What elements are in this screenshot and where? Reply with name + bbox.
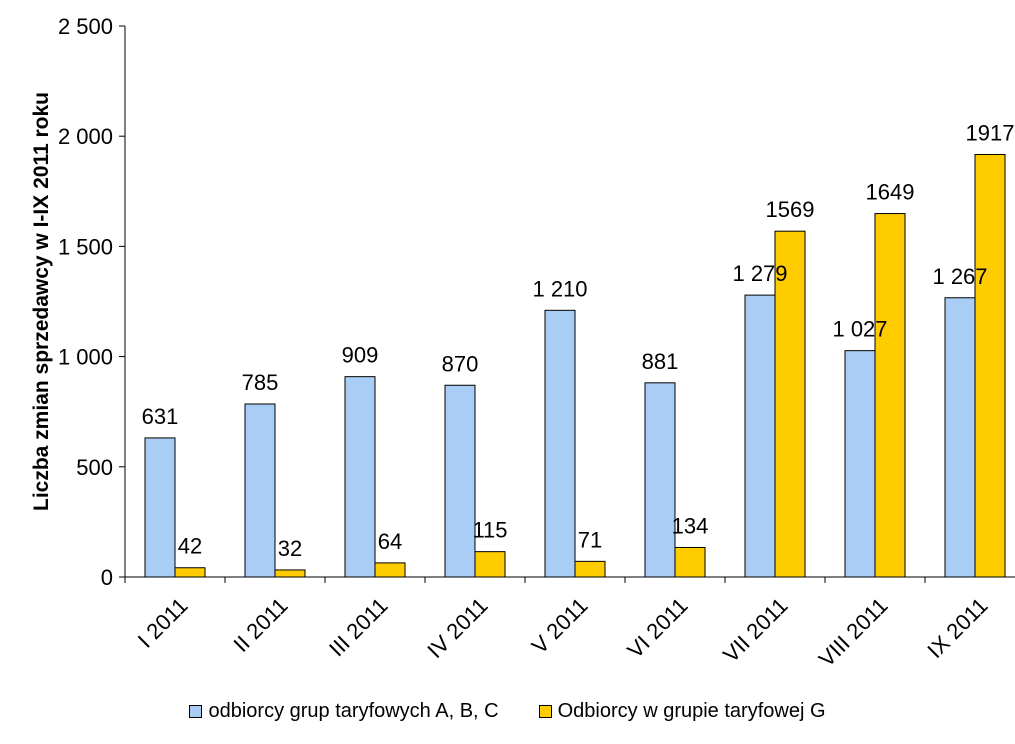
data-label-series-1: 1 210 [532,276,587,301]
bar-series-2 [374,562,406,578]
bar-series-2 [574,560,606,578]
data-label-series-1: 870 [442,351,479,376]
x-tick-label: II 2011 [228,593,292,657]
bar-series-1 [344,376,376,578]
x-tick-label: IX 2011 [922,593,992,663]
data-label-series-2: 115 [472,518,507,543]
bar-series-2 [874,213,906,578]
data-label-series-2: 32 [278,536,302,561]
data-label-series-2: 134 [672,513,709,538]
bar-series-2 [974,153,1006,578]
legend-item-series-1: odbiorcy grup taryfowych A, B, C [189,700,499,723]
x-tick-label: VI 2011 [622,593,692,663]
bar-series-1 [244,403,276,578]
legend-swatch-series-2 [538,705,552,718]
bar-series-1 [744,294,776,578]
legend-label-series-1: odbiorcy grup taryfowych A, B, C [208,700,499,722]
y-tick-label: 0 [101,565,113,590]
bars [144,153,1006,578]
bar-series-1 [544,309,576,578]
bar-series-2 [774,230,806,578]
x-tick-label: VIII 2011 [814,593,893,672]
x-tick-label: VII 2011 [718,593,792,667]
bar-series-2 [474,551,506,578]
data-label-series-2: 64 [378,529,402,554]
legend-swatch-series-1 [189,705,203,718]
y-tick-label: 2 000 [58,124,113,149]
bar-series-1 [944,297,976,578]
x-tick-label: I 2011 [133,593,193,653]
data-label-series-2: 1917 [966,120,1015,145]
data-label-series-1: 909 [342,343,379,368]
y-tick-label: 1 500 [58,234,113,259]
data-label-series-2: 71 [578,527,602,552]
bar-series-1 [144,437,176,578]
data-label-series-1: 1 279 [732,261,787,286]
data-label-series-2: 1649 [866,180,915,205]
data-label-series-1: 881 [642,349,679,374]
data-label-series-2: 42 [178,534,202,559]
legend: odbiorcy grup taryfowych A, B, C Odbiorc… [0,700,1015,723]
y-tick-label: 2 500 [58,14,113,39]
bar-series-2 [274,569,306,578]
x-tick-label: IV 2011 [422,593,492,663]
legend-label-series-2: Odbiorcy w grupie taryfowej G [557,700,826,722]
y-axis-label: Liczba zmian sprzedawcy w I-IX 2011 roku [30,92,53,511]
data-label-series-1: 1 027 [832,317,887,342]
x-tick-label: V 2011 [527,593,593,659]
data-label-series-1: 1 267 [932,264,987,289]
bar-series-1 [844,350,876,578]
bar-series-2 [174,567,206,578]
x-tick-label: III 2011 [324,593,392,661]
category-labels: I 2011 II 2011 III 2011 IV 2011 V 2011 VI 201… [133,593,993,672]
bar-series-2 [674,546,706,578]
y-tick-label: 1 000 [58,345,113,370]
data-label-series-2: 1569 [766,197,815,222]
data-label-series-1: 631 [142,404,179,429]
data-labels: 631 42 785 32 909 64 870 115 1 210 71 881 134 1 279 1… [142,120,1015,560]
data-label-series-1: 785 [242,370,279,395]
y-tick-label: 500 [76,455,113,480]
bar-series-1 [444,384,476,578]
bar-series-1 [644,382,676,578]
legend-item-series-2: Odbiorcy w grupie taryfowej G [538,700,826,723]
